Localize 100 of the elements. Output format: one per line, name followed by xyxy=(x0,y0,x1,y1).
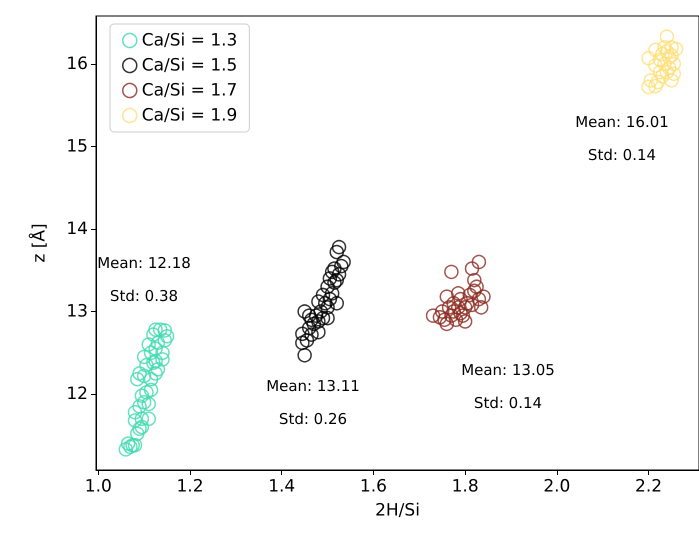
point xyxy=(469,280,484,294)
legend-label: Ca/Si = 1.3 xyxy=(142,30,238,50)
point xyxy=(148,366,163,381)
x-tick-label: 1.8 xyxy=(452,476,479,496)
point xyxy=(641,80,656,94)
point xyxy=(453,292,468,306)
annotation: Std: 0.14 xyxy=(588,146,656,164)
point xyxy=(141,337,156,352)
point xyxy=(150,336,166,350)
point xyxy=(332,267,346,282)
annotation: Std: 0.26 xyxy=(278,410,348,428)
annotation: Mean: 13.11 xyxy=(266,377,360,395)
annotation: Mean: 13.05 xyxy=(461,361,555,379)
point xyxy=(446,296,461,311)
x-tick-label: 1.4 xyxy=(268,476,296,496)
point xyxy=(150,362,166,377)
point xyxy=(297,348,312,363)
annotation: Mean: 12.18 xyxy=(97,254,191,272)
point xyxy=(322,292,338,306)
point xyxy=(302,320,316,336)
point xyxy=(128,413,142,428)
point xyxy=(446,304,461,319)
point xyxy=(136,350,152,364)
point xyxy=(130,372,145,386)
point xyxy=(295,336,310,350)
point xyxy=(476,289,491,304)
point xyxy=(324,264,340,280)
legend-label: Ca/Si = 1.5 xyxy=(142,56,238,76)
point xyxy=(118,442,134,457)
point xyxy=(648,78,663,94)
annotation: Std: 0.38 xyxy=(110,287,178,305)
point xyxy=(136,368,152,384)
point xyxy=(330,272,344,288)
point xyxy=(666,66,682,82)
point xyxy=(144,382,158,398)
point xyxy=(330,244,344,260)
point xyxy=(308,308,324,323)
point xyxy=(426,308,440,323)
point xyxy=(139,385,154,400)
point xyxy=(668,42,684,56)
point xyxy=(444,308,459,323)
point xyxy=(641,50,656,66)
point xyxy=(130,426,145,441)
point xyxy=(295,326,310,342)
point xyxy=(332,240,346,254)
point xyxy=(327,261,342,276)
point xyxy=(128,404,142,420)
point xyxy=(320,310,335,326)
point xyxy=(655,69,670,84)
point xyxy=(322,271,338,286)
legend-label: Ca/Si = 1.9 xyxy=(142,106,238,126)
point xyxy=(467,284,482,298)
point xyxy=(152,322,168,337)
point xyxy=(306,316,322,332)
point xyxy=(652,52,668,67)
point xyxy=(316,310,330,326)
point xyxy=(664,40,679,55)
point xyxy=(144,372,158,386)
point xyxy=(141,396,156,412)
point xyxy=(132,399,147,414)
point xyxy=(664,73,679,88)
point xyxy=(467,272,482,288)
point xyxy=(655,46,670,62)
point xyxy=(300,333,314,348)
point xyxy=(464,298,480,312)
x-tick-label: 1.2 xyxy=(176,476,204,496)
point xyxy=(304,327,319,342)
point xyxy=(148,322,163,337)
point xyxy=(472,254,486,270)
x-axis-title: 2H/Si xyxy=(375,500,420,520)
point xyxy=(648,58,663,73)
point xyxy=(644,73,658,88)
y-tick-label: 16 xyxy=(66,54,88,74)
point xyxy=(660,64,674,80)
point xyxy=(451,300,466,315)
point xyxy=(444,264,459,280)
point xyxy=(648,42,663,58)
point xyxy=(448,312,464,328)
point xyxy=(136,395,152,410)
x-tick-label: 2.2 xyxy=(635,476,662,496)
point xyxy=(120,436,136,451)
annotation: Std: 0.14 xyxy=(474,394,542,412)
point xyxy=(662,60,676,76)
point xyxy=(304,312,319,328)
point xyxy=(141,412,156,426)
point xyxy=(297,304,312,319)
point xyxy=(334,258,349,274)
point xyxy=(336,254,351,270)
point xyxy=(472,292,486,306)
point xyxy=(320,300,335,315)
point xyxy=(148,341,163,356)
point xyxy=(660,29,674,44)
point xyxy=(155,346,170,360)
point xyxy=(158,323,172,338)
point xyxy=(327,275,342,290)
point xyxy=(451,286,466,301)
point xyxy=(458,314,472,329)
point xyxy=(652,64,668,80)
point xyxy=(155,352,170,367)
point xyxy=(311,314,326,329)
